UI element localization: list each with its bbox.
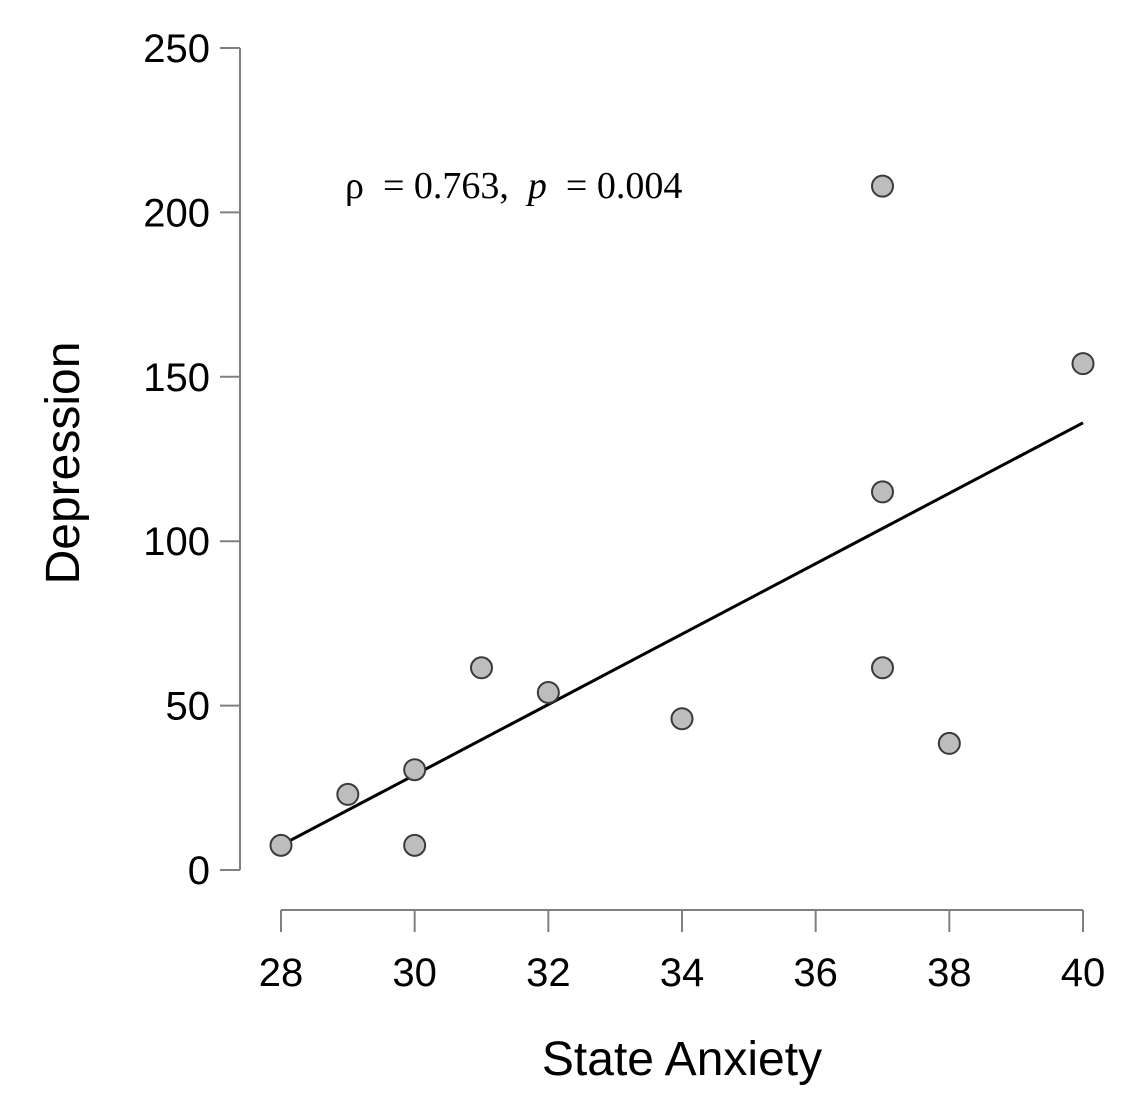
data-point	[871, 174, 894, 198]
x-tick-label: 38	[927, 951, 972, 995]
regression-line-group	[280, 421, 1084, 847]
p-value: = 0.004	[556, 165, 682, 207]
data-point	[536, 680, 560, 704]
y-tick-label: 250	[143, 27, 210, 71]
p-symbol: p	[525, 165, 547, 207]
data-point	[403, 758, 427, 782]
data-point	[937, 731, 961, 755]
y-tick-label: 50	[166, 685, 211, 729]
data-point	[470, 656, 493, 680]
correlation-annotation: ρ = 0.763, p = 0.004	[345, 165, 682, 207]
x-tick-label: 36	[793, 951, 838, 995]
y-axis: 0 50 100 150 200 250	[143, 27, 241, 893]
rho-symbol: ρ	[345, 165, 364, 207]
data-point	[670, 707, 694, 731]
x-tick-label: 30	[392, 951, 437, 995]
x-tick-label: 32	[526, 951, 571, 995]
x-tick-label: 28	[259, 951, 304, 995]
x-axis: 28 30 32 34 36 38 40	[259, 909, 1106, 995]
data-point	[336, 782, 360, 806]
y-axis-title: Depression	[37, 342, 90, 585]
regression-line	[280, 421, 1084, 847]
x-tick-label: 40	[1061, 951, 1106, 995]
data-point	[1071, 352, 1095, 376]
data-point	[269, 833, 293, 857]
y-tick-label: 100	[143, 520, 210, 564]
y-tick-label: 0	[188, 849, 210, 893]
y-tick-label: 150	[143, 356, 210, 400]
x-axis-title: State Anxiety	[542, 1033, 822, 1086]
rho-value: = 0.763,	[373, 165, 518, 207]
data-points	[269, 174, 1095, 857]
y-tick-label: 200	[143, 191, 210, 235]
data-point	[871, 480, 894, 504]
x-tick-label: 34	[660, 951, 705, 995]
data-point	[403, 833, 427, 857]
data-point	[871, 656, 894, 680]
